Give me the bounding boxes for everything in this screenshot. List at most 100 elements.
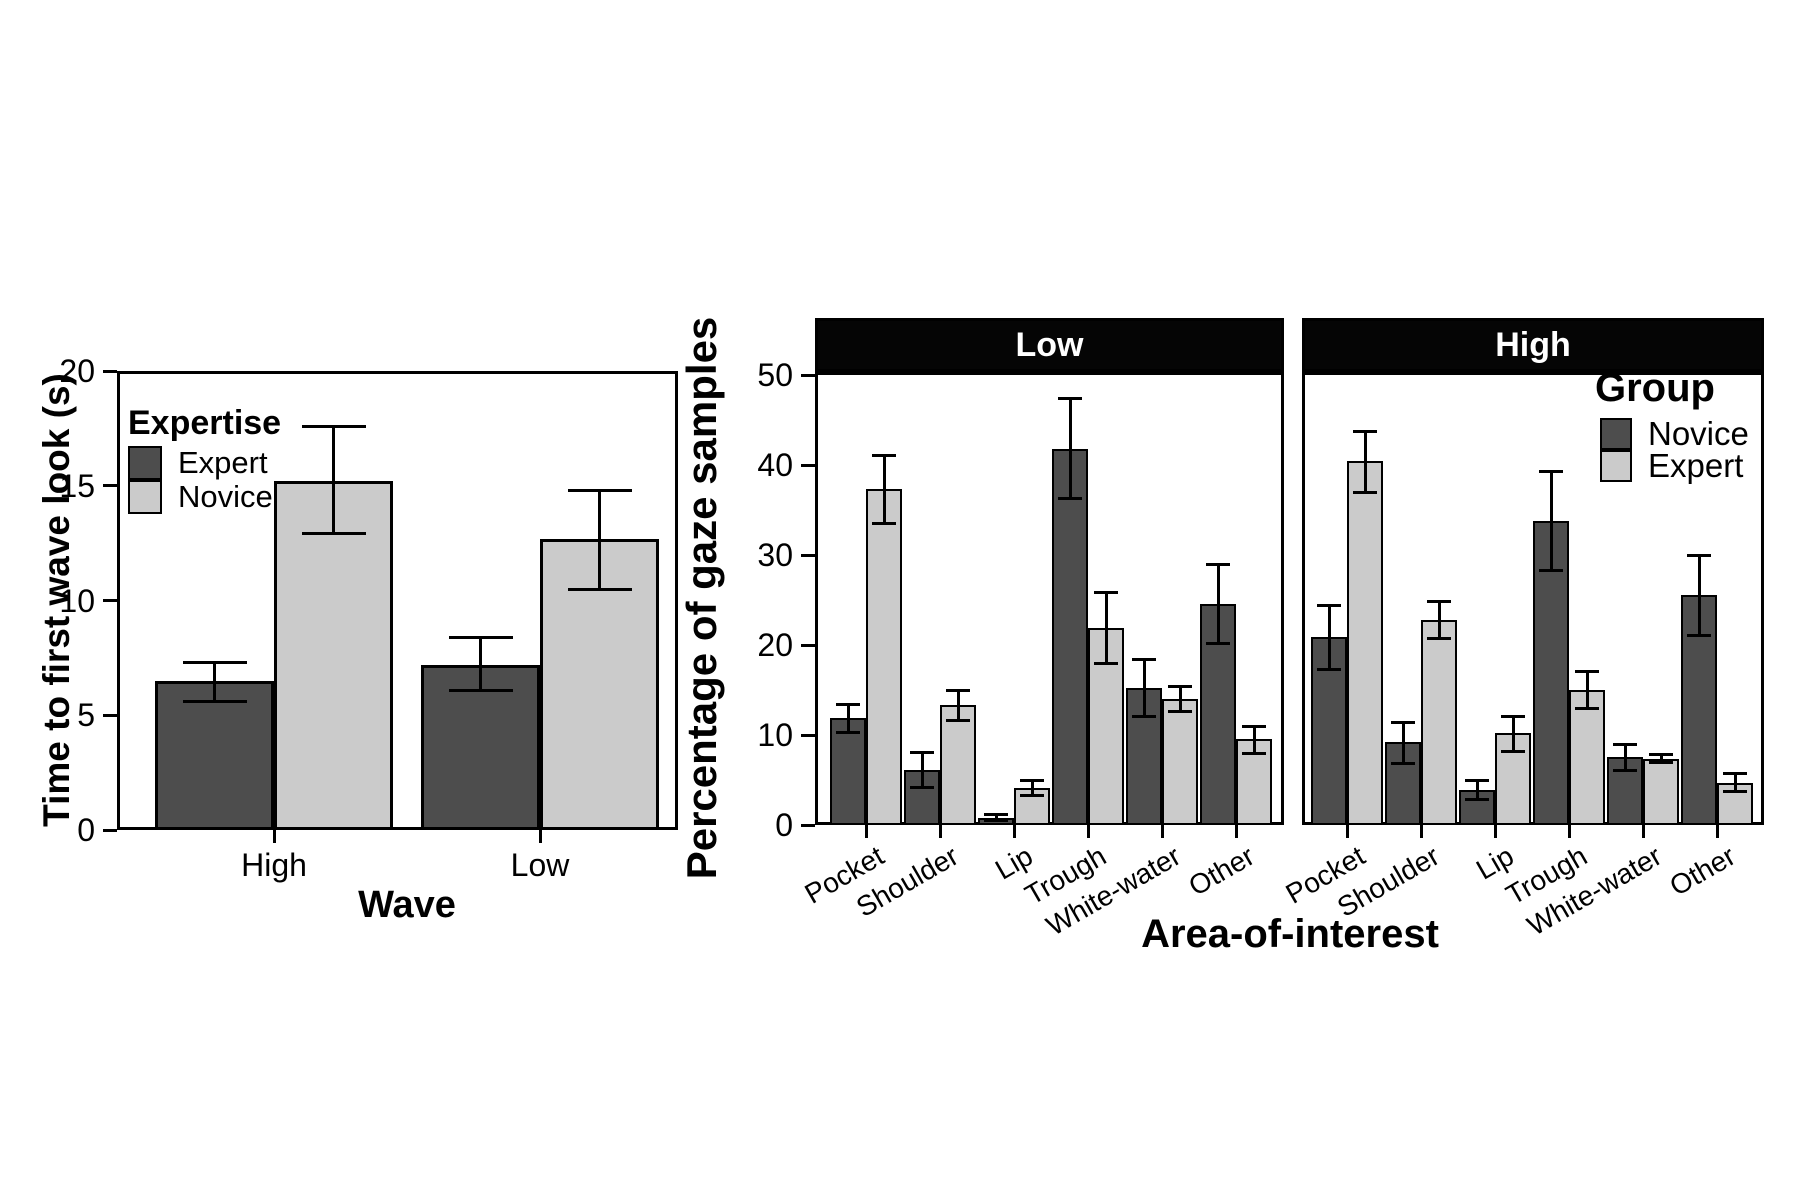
errorbar-low-white-water-expert-line <box>1178 686 1182 712</box>
errorbar-high-shoulder-expert-cap-top <box>1427 600 1451 604</box>
errorbar-low-trough-expert-line <box>1104 592 1108 664</box>
bar-high-lip-expert <box>1495 733 1531 825</box>
errorbar-high-other-expert-line <box>1733 773 1737 792</box>
bar-low-white-water-expert <box>1162 699 1198 825</box>
right-y-tick-label-0: 0 <box>775 807 793 843</box>
bar-low-shoulder-expert <box>940 705 976 825</box>
errorbar-high-trough-expert-cap-bottom <box>1575 707 1599 711</box>
errorbar-high-white-water-novice-cap-top <box>1613 742 1637 746</box>
x-tick-high-trough <box>1567 825 1571 838</box>
errorbar-high-pocket-novice-cap-bottom <box>1317 667 1341 671</box>
right-legend-swatch-expert <box>1600 450 1632 482</box>
facet-strip-label-low: Low <box>1015 326 1084 364</box>
left-legend-label-novice: Novice <box>178 479 273 514</box>
errorbar-high-trough-expert-line <box>1585 671 1589 709</box>
errorbar-high-lip-expert-line <box>1511 716 1515 752</box>
errorbar-low-novice-line <box>598 490 601 589</box>
right-y-axis-title: Percentage of gaze samples <box>678 316 725 880</box>
left-y-tick-0 <box>103 828 117 832</box>
x-tick-high-other <box>1715 825 1719 838</box>
errorbar-high-shoulder-novice-line <box>1401 722 1405 764</box>
right-x-axis-title: Area-of-interest <box>1141 912 1439 956</box>
errorbar-low-white-water-expert-cap-top <box>1168 684 1192 688</box>
x-tick-high-shoulder <box>1419 825 1423 838</box>
left-y-tick-label-0: 0 <box>77 812 95 848</box>
right-legend-label-novice: Novice <box>1648 415 1749 452</box>
left-x-tick-high <box>272 830 276 843</box>
errorbar-high-lip-novice-cap-top <box>1465 778 1489 782</box>
errorbar-low-expert-cap-bottom <box>448 688 513 692</box>
left-y-tick-label-15: 15 <box>59 467 95 504</box>
errorbar-low-lip-expert-cap-bottom <box>1020 793 1044 797</box>
errorbar-low-expert-cap-top <box>448 635 513 639</box>
left-legend-label-expert: Expert <box>178 445 268 480</box>
errorbar-low-shoulder-novice-line <box>920 752 924 788</box>
errorbar-high-trough-expert-cap-top <box>1575 669 1599 673</box>
left-x-axis-title: Wave <box>358 884 456 926</box>
errorbar-low-pocket-novice-cap-top <box>836 702 860 706</box>
errorbar-high-pocket-expert-line <box>1363 431 1367 492</box>
errorbar-high-white-water-novice-line <box>1623 744 1627 771</box>
errorbar-high-shoulder-expert-line <box>1437 601 1441 639</box>
errorbar-low-lip-expert-line <box>1030 780 1034 796</box>
x-tick-low-pocket <box>864 825 868 838</box>
errorbar-high-expert-line <box>213 662 216 702</box>
right-legend-swatch-novice <box>1600 418 1632 450</box>
bar-low-pocket-novice <box>830 717 866 825</box>
errorbar-high-pocket-expert-cap-top <box>1353 430 1377 434</box>
x-tick-low-trough <box>1086 825 1090 838</box>
errorbar-low-shoulder-expert-line <box>956 690 960 721</box>
left-x-tick-low <box>538 830 542 843</box>
right-y-tick-label-50: 50 <box>757 357 793 393</box>
errorbar-high-novice-cap-bottom <box>301 532 366 536</box>
errorbar-low-shoulder-novice-cap-top <box>910 750 934 754</box>
errorbar-low-novice-cap-bottom <box>567 587 632 591</box>
errorbar-high-shoulder-expert-cap-bottom <box>1427 637 1451 641</box>
bar-high-pocket-expert <box>1347 461 1383 825</box>
bar-high-trough-expert <box>1569 690 1605 825</box>
errorbar-high-other-novice-cap-bottom <box>1687 633 1711 637</box>
x-tick-high-white-water <box>1641 825 1645 838</box>
x-tick-label-high-other: Other <box>1664 840 1741 902</box>
errorbar-high-other-novice-cap-top <box>1687 553 1711 557</box>
bar-low-trough-novice <box>1052 448 1088 825</box>
facet-strip-low <box>815 318 1284 372</box>
errorbar-high-pocket-novice-line <box>1327 605 1331 670</box>
errorbar-high-other-expert-cap-bottom <box>1723 790 1747 794</box>
left-y-tick-label-5: 5 <box>77 697 95 734</box>
errorbar-low-shoulder-expert-cap-top <box>946 688 970 692</box>
errorbar-high-lip-novice-cap-bottom <box>1465 798 1489 802</box>
left-x-tick-label-low: Low <box>510 847 570 883</box>
bar-high-novice <box>274 481 393 830</box>
errorbar-high-lip-expert-cap-top <box>1501 714 1525 718</box>
right-y-tick-label-10: 10 <box>757 717 793 753</box>
x-tick-low-lip <box>1012 825 1016 838</box>
errorbar-low-pocket-expert-cap-top <box>872 453 896 457</box>
errorbar-high-novice-cap-top <box>301 424 366 428</box>
errorbar-low-white-water-novice-cap-top <box>1132 657 1156 661</box>
errorbar-low-pocket-expert-line <box>882 455 886 524</box>
errorbar-high-lip-novice-line <box>1475 780 1479 800</box>
errorbar-low-expert-line <box>479 637 482 690</box>
errorbar-low-shoulder-expert-cap-bottom <box>946 719 970 723</box>
errorbar-low-lip-novice-line <box>994 814 998 821</box>
x-tick-high-pocket <box>1345 825 1349 838</box>
bar-low-white-water-novice <box>1126 688 1162 825</box>
left-legend-swatch-expert <box>128 446 162 480</box>
errorbar-high-white-water-expert-line <box>1659 754 1663 763</box>
errorbar-low-trough-expert-cap-bottom <box>1094 662 1118 666</box>
left-y-tick-15 <box>103 484 117 488</box>
errorbar-low-trough-expert-cap-top <box>1094 591 1118 595</box>
errorbar-low-white-water-expert-cap-bottom <box>1168 710 1192 714</box>
left-y-tick-10 <box>103 599 117 602</box>
bar-low-pocket-expert <box>866 489 902 825</box>
errorbar-low-other-novice-cap-bottom <box>1206 641 1230 645</box>
errorbar-low-pocket-novice-line <box>846 704 850 733</box>
left-panel-border <box>117 371 678 830</box>
x-tick-low-other <box>1234 825 1238 838</box>
right-y-tick-label-30: 30 <box>757 537 793 573</box>
bar-high-expert <box>155 680 274 830</box>
right-y-tick-20 <box>801 643 815 647</box>
errorbar-high-expert-cap-bottom <box>182 699 247 703</box>
errorbar-high-trough-novice-cap-top <box>1539 469 1563 473</box>
